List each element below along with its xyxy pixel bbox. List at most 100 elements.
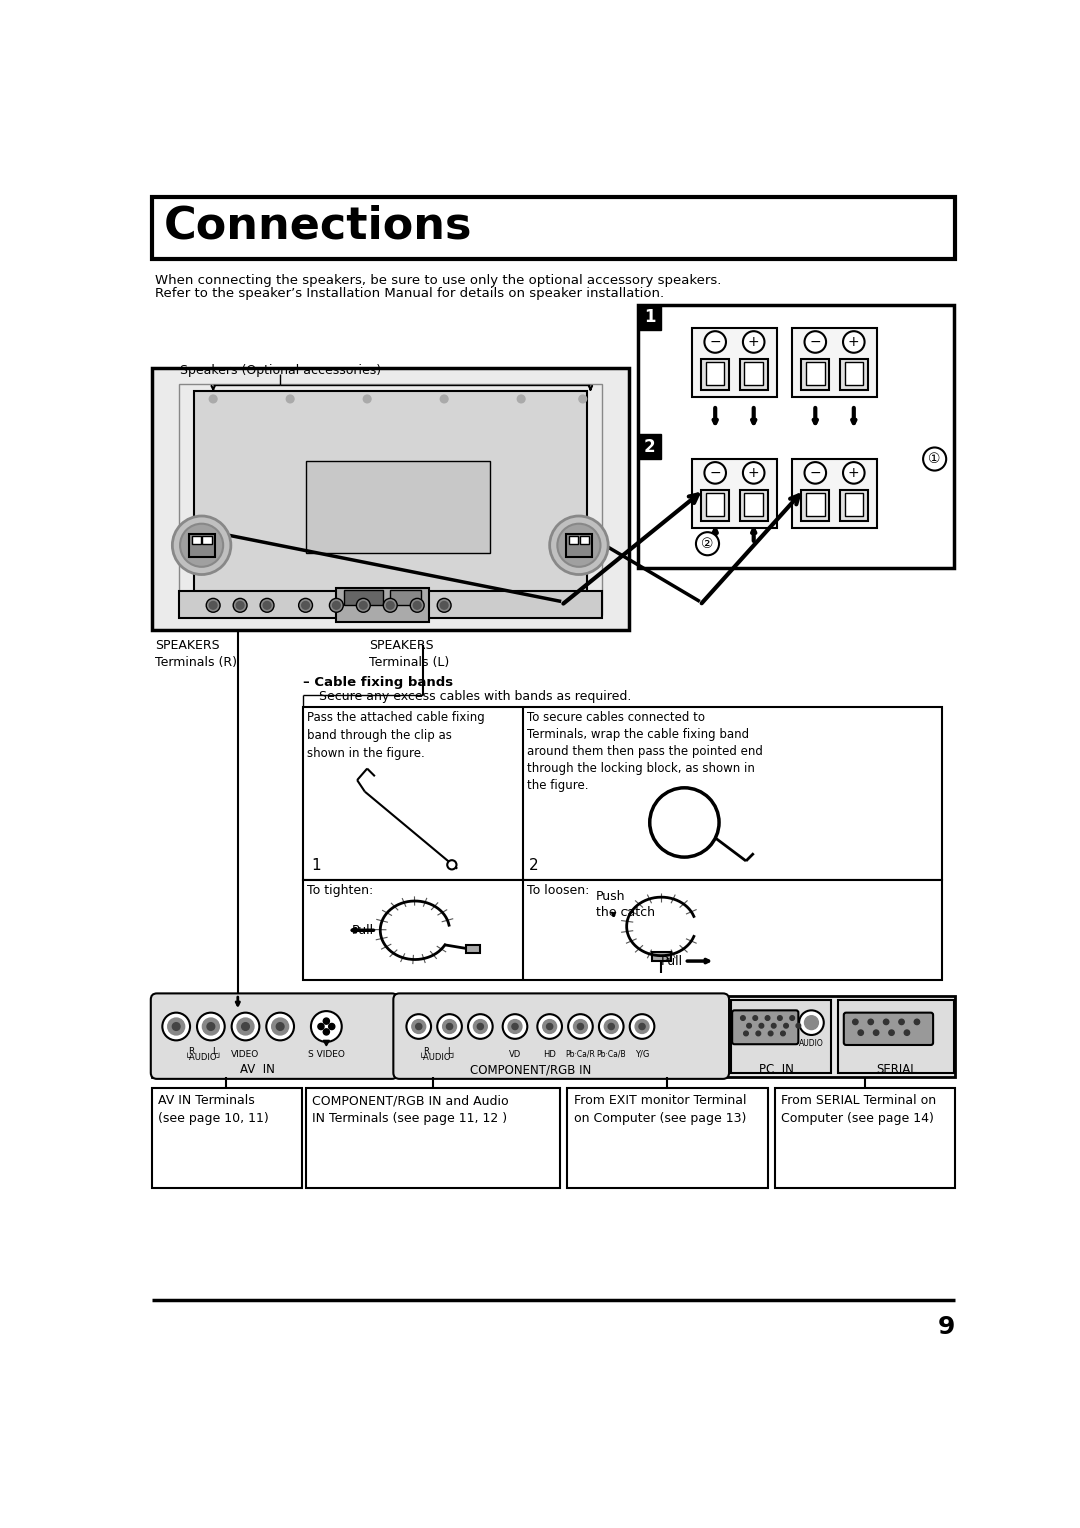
Text: Pb·Ca/B: Pb·Ca/B xyxy=(596,1050,626,1059)
Text: Pull: Pull xyxy=(352,924,374,937)
Circle shape xyxy=(446,1024,453,1030)
Circle shape xyxy=(796,1024,800,1028)
Bar xyxy=(580,536,589,544)
Circle shape xyxy=(650,788,719,857)
Circle shape xyxy=(573,1019,588,1033)
Circle shape xyxy=(579,396,586,403)
Circle shape xyxy=(210,396,217,403)
Text: 1: 1 xyxy=(644,309,656,327)
Circle shape xyxy=(743,461,765,484)
Circle shape xyxy=(753,1016,757,1021)
Bar xyxy=(194,391,586,607)
Circle shape xyxy=(447,860,457,869)
Text: S VIDEO: S VIDEO xyxy=(308,1050,345,1059)
Circle shape xyxy=(406,1015,431,1039)
Text: Pass the attached cable fixing
band through the clip as
shown in the figure.: Pass the attached cable fixing band thro… xyxy=(307,711,485,759)
Bar xyxy=(336,588,429,622)
Text: 1: 1 xyxy=(311,857,321,872)
Circle shape xyxy=(743,332,765,353)
Circle shape xyxy=(237,1018,254,1034)
Circle shape xyxy=(272,1018,288,1034)
Circle shape xyxy=(311,1012,341,1042)
Bar xyxy=(467,944,481,952)
Circle shape xyxy=(410,599,424,613)
Text: +: + xyxy=(848,466,860,480)
Circle shape xyxy=(543,1019,556,1033)
Circle shape xyxy=(328,1024,335,1030)
Circle shape xyxy=(546,1024,553,1030)
Circle shape xyxy=(843,332,865,353)
Bar xyxy=(151,1088,301,1189)
Circle shape xyxy=(746,1024,752,1028)
Circle shape xyxy=(502,1015,527,1039)
Bar xyxy=(151,197,956,258)
Bar xyxy=(306,460,490,553)
Bar xyxy=(151,368,629,630)
Bar xyxy=(701,359,729,390)
FancyBboxPatch shape xyxy=(732,1010,798,1044)
Bar xyxy=(701,490,729,521)
Circle shape xyxy=(276,1022,284,1030)
Circle shape xyxy=(231,1013,259,1041)
Bar xyxy=(775,1088,956,1189)
Circle shape xyxy=(206,599,220,613)
Bar xyxy=(191,536,201,544)
Bar xyxy=(744,362,762,385)
Text: Speakers (Optional accessories): Speakers (Optional accessories) xyxy=(179,364,381,377)
Bar xyxy=(793,329,877,397)
Circle shape xyxy=(441,602,448,610)
Text: AV IN Terminals
(see page 10, 11): AV IN Terminals (see page 10, 11) xyxy=(158,1094,269,1125)
Circle shape xyxy=(889,1030,894,1036)
Bar xyxy=(303,880,943,981)
Text: SPEAKERS
Terminals (R): SPEAKERS Terminals (R) xyxy=(154,639,237,669)
Text: └AUDIO┘: └AUDIO┘ xyxy=(419,1053,457,1062)
Bar xyxy=(178,384,602,614)
Circle shape xyxy=(180,524,224,567)
Text: VD: VD xyxy=(509,1050,522,1059)
Circle shape xyxy=(550,516,608,575)
Bar xyxy=(845,362,863,385)
Text: COMPONENT/RGB IN and Audio
IN Terminals (see page 11, 12 ): COMPONENT/RGB IN and Audio IN Terminals … xyxy=(312,1094,509,1125)
Circle shape xyxy=(883,1019,889,1025)
Text: Refer to the speaker’s Installation Manual for details on speaker installation.: Refer to the speaker’s Installation Manu… xyxy=(154,287,664,301)
Text: Connections: Connections xyxy=(164,205,472,248)
Circle shape xyxy=(784,1024,788,1028)
Bar xyxy=(706,362,725,385)
Bar xyxy=(840,359,867,390)
Text: AV  IN: AV IN xyxy=(240,1063,274,1076)
Bar xyxy=(638,306,954,568)
Circle shape xyxy=(207,1022,215,1030)
Text: 9: 9 xyxy=(939,1316,956,1339)
Circle shape xyxy=(508,1019,522,1033)
Circle shape xyxy=(874,1030,879,1036)
Text: VIDEO: VIDEO xyxy=(231,1050,259,1059)
Text: 2: 2 xyxy=(644,437,656,455)
Circle shape xyxy=(771,1024,777,1028)
Text: L: L xyxy=(212,1047,217,1056)
Text: −: − xyxy=(810,335,821,348)
Circle shape xyxy=(383,599,397,613)
Circle shape xyxy=(756,1031,760,1036)
Circle shape xyxy=(639,1024,645,1030)
Text: Pb·Ca/R: Pb·Ca/R xyxy=(566,1050,595,1059)
Text: L: L xyxy=(447,1047,451,1056)
Text: COMPONENT/RGB IN: COMPONENT/RGB IN xyxy=(470,1063,591,1076)
Circle shape xyxy=(202,1018,219,1034)
Circle shape xyxy=(301,602,309,610)
Circle shape xyxy=(923,448,946,471)
Text: ①: ① xyxy=(929,452,941,466)
FancyBboxPatch shape xyxy=(151,993,397,1079)
Text: When connecting the speakers, be sure to use only the optional accessory speaker: When connecting the speakers, be sure to… xyxy=(154,274,721,287)
Circle shape xyxy=(805,332,826,353)
Circle shape xyxy=(437,599,451,613)
Bar xyxy=(638,306,661,330)
Circle shape xyxy=(477,1024,484,1030)
Circle shape xyxy=(759,1024,764,1028)
Circle shape xyxy=(173,516,231,575)
Text: −: − xyxy=(810,466,821,480)
Circle shape xyxy=(781,1031,785,1036)
Circle shape xyxy=(799,1010,824,1034)
Bar xyxy=(638,434,661,458)
Circle shape xyxy=(264,602,271,610)
Text: ②: ② xyxy=(701,536,714,550)
